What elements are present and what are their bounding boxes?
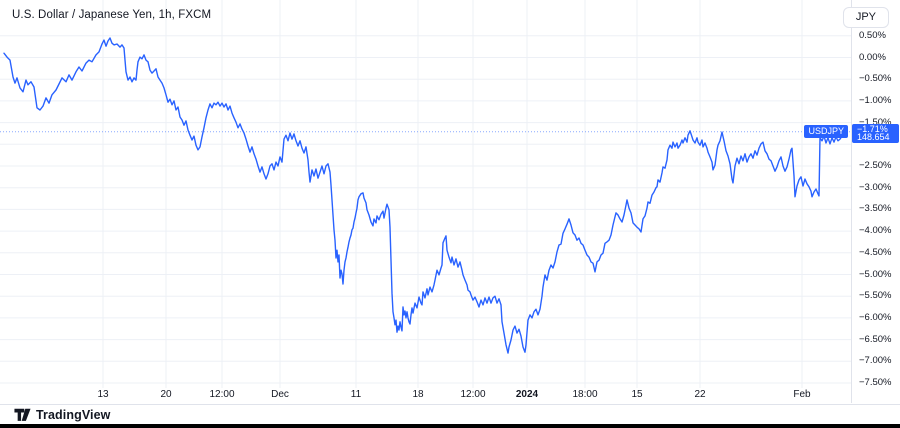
price-series-line	[3, 37, 844, 354]
x-axis-label: 11	[350, 389, 362, 400]
y-axis-label: −6.50%	[859, 333, 892, 345]
x-axis-label: 15	[631, 389, 643, 400]
window-bottom-edge	[0, 424, 900, 428]
x-axis-label: 2024	[515, 389, 539, 400]
tradingview-link[interactable]: TradingView	[14, 408, 111, 422]
x-axis-label: 18	[412, 389, 424, 400]
current-price-symbol-label: USDJPY	[804, 125, 848, 139]
y-axis-label: −1.00%	[859, 94, 892, 106]
x-axis-label: Feb	[793, 389, 811, 400]
y-axis-label: −0.50%	[859, 73, 892, 85]
y-axis-label: −7.50%	[859, 377, 892, 388]
price-axis[interactable]: 0.50% 0.00% −0.50% −1.00% −1.50% −2.50% −3.00%…	[851, 0, 900, 403]
current-price-value: 148.654	[857, 131, 890, 142]
tradingview-brand-text: TradingView	[36, 407, 111, 422]
tradingview-logo-icon	[14, 408, 31, 421]
x-axis-label: 13	[97, 389, 109, 400]
x-axis-label: 12:00	[209, 389, 235, 400]
chart-canvas[interactable]	[0, 0, 851, 403]
y-axis-label: −2.50%	[859, 160, 892, 171]
y-axis-label: 0.00%	[859, 51, 886, 63]
price-chart	[0, 0, 851, 388]
y-axis-label: 0.50%	[859, 29, 886, 41]
x-axis-label: 18:00	[572, 389, 598, 400]
current-change-percent: −1.71%	[857, 123, 888, 134]
y-axis-label: −4.00%	[859, 225, 892, 237]
y-axis-label: −6.00%	[859, 311, 892, 323]
y-axis-label: −1.50%	[859, 116, 892, 128]
y-axis-label: −4.50%	[859, 246, 892, 258]
y-axis-label: −3.00%	[859, 181, 892, 193]
x-axis-label: Dec	[271, 389, 289, 400]
x-axis-label: 12:00	[460, 389, 486, 400]
y-axis-label: −3.50%	[859, 203, 892, 215]
current-price-axis-badge: −1.71% 148.654	[852, 123, 899, 143]
chart-title: U.S. Dollar / Japanese Yen, 1h, FXCM	[12, 9, 212, 21]
y-axis-label: −5.50%	[859, 290, 892, 302]
currency-toggle-button[interactable]: JPY	[842, 7, 889, 28]
x-axis-label: 22	[694, 389, 706, 400]
x-axis-label: 20	[160, 389, 172, 400]
y-axis-label: −5.00%	[859, 268, 892, 280]
time-axis[interactable]: 13 20 12:00 Dec 11 18 12:00 2024 18:00 15 22 Feb	[0, 388, 851, 403]
y-axis-label: −7.00%	[859, 355, 892, 367]
attribution-bar: TradingView	[0, 404, 900, 424]
